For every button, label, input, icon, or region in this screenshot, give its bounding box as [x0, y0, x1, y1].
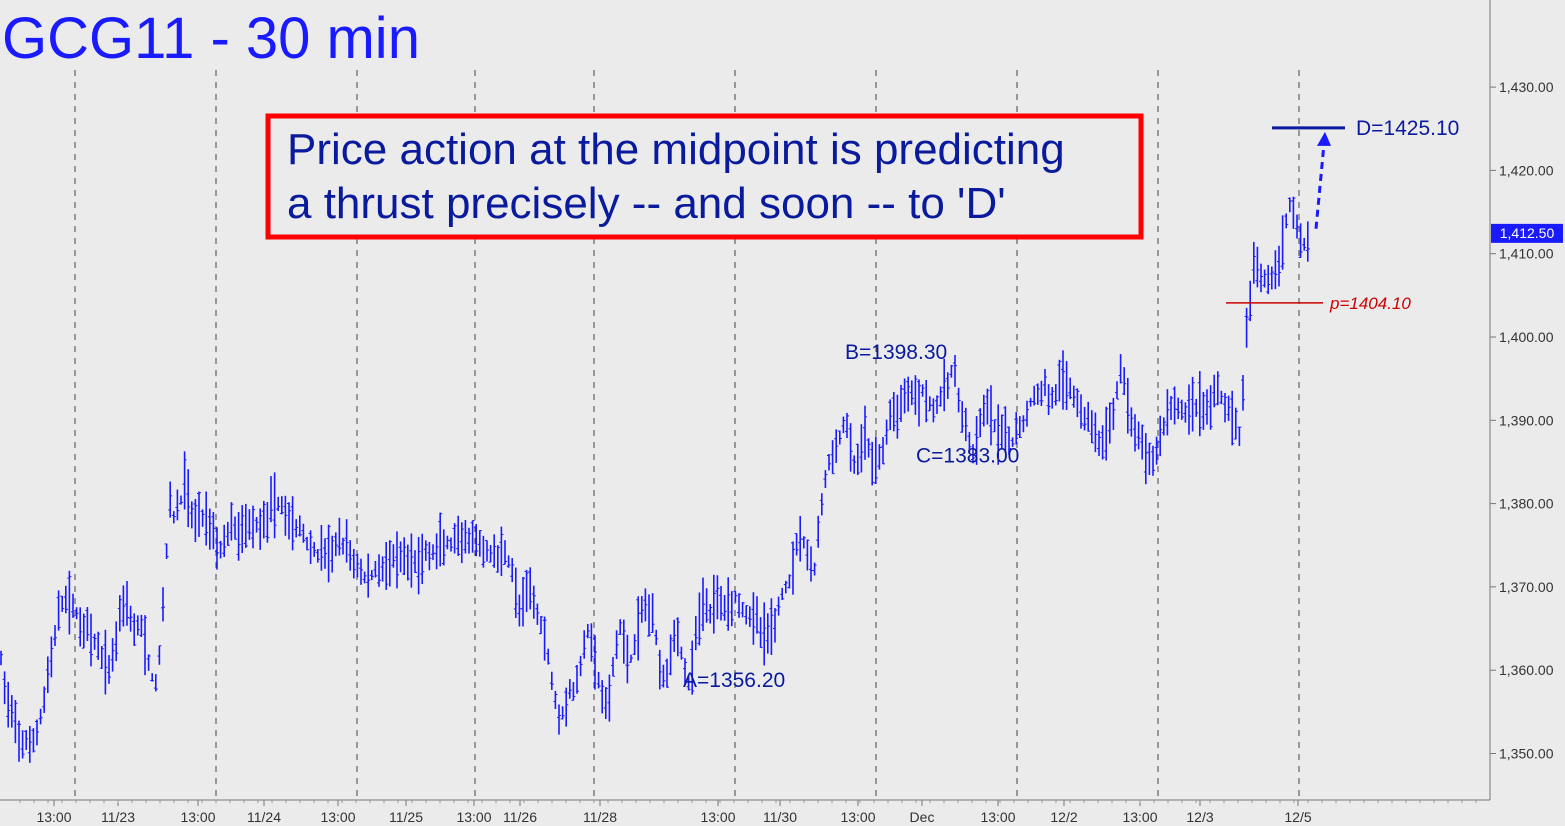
- x-tick-label: 13:00: [980, 809, 1015, 825]
- y-tick-label: 1,370.00: [1499, 579, 1554, 595]
- x-tick-label: 12/3: [1186, 809, 1213, 825]
- y-tick-label: 1,430.00: [1499, 79, 1554, 95]
- x-tick-label: 13:00: [180, 809, 215, 825]
- annotation-line-1: Price action at the midpoint is predicti…: [287, 125, 1065, 174]
- x-tick-label: 12/2: [1050, 809, 1077, 825]
- x-tick-label: 11/25: [389, 809, 423, 825]
- y-tick-label: 1,380.00: [1499, 496, 1554, 512]
- annotation-line-2: a thrust precisely -- and soon -- to 'D': [287, 179, 1006, 228]
- x-tick-label: Dec: [910, 809, 935, 825]
- x-axis-ticks: 13:00 11/23 13:00 11/24 13:00 11/25 13:00 11/26…: [19, 800, 1477, 825]
- x-tick-label: 11/24: [247, 809, 281, 825]
- x-tick-label: 12/5: [1284, 809, 1311, 825]
- y-tick-label: 1,400.00: [1499, 329, 1554, 345]
- last-price-badge: [1491, 223, 1563, 243]
- x-tick-label: 11/23: [101, 809, 135, 825]
- y-axis-ticks: 1,350.00 1,360.00 1,370.00 1,380.00 1,390.00…: [1490, 79, 1554, 762]
- x-tick-label: 11/30: [763, 809, 797, 825]
- price-bars: [0, 196, 1310, 763]
- x-tick-label: 13:00: [1122, 809, 1157, 825]
- x-tick-label: 13:00: [840, 809, 875, 825]
- pivot-d-label: D=1425.10: [1356, 117, 1459, 140]
- x-tick-label: 13:00: [456, 809, 491, 825]
- projection-arrow: [1314, 143, 1326, 229]
- x-tick-label: 13:00: [700, 809, 735, 825]
- pivot-b-label: B=1398.30: [845, 341, 947, 364]
- last-price-label: 1,412.50: [1500, 225, 1555, 241]
- y-tick-label: 1,390.00: [1499, 412, 1554, 428]
- pivot-a-label: A=1356.20: [683, 669, 785, 692]
- y-tick-label: 1,410.00: [1499, 246, 1554, 262]
- y-tick-label: 1,350.00: [1499, 746, 1554, 762]
- midpoint-label: p=1404.10: [1329, 294, 1411, 313]
- projection-arrowhead: [1317, 131, 1331, 146]
- y-tick-label: 1,360.00: [1499, 662, 1554, 678]
- annotation-box: [265, 113, 1144, 240]
- chart-title: GCG11 - 30 min: [2, 6, 420, 71]
- x-tick-label: 13:00: [36, 809, 71, 825]
- x-tick-label: 13:00: [320, 809, 355, 825]
- y-tick-label: 1,420.00: [1499, 162, 1554, 178]
- pivot-c-label: C=1383.00: [916, 445, 1019, 468]
- x-tick-label: 11/26: [503, 809, 537, 825]
- x-tick-label: 11/28: [583, 809, 617, 825]
